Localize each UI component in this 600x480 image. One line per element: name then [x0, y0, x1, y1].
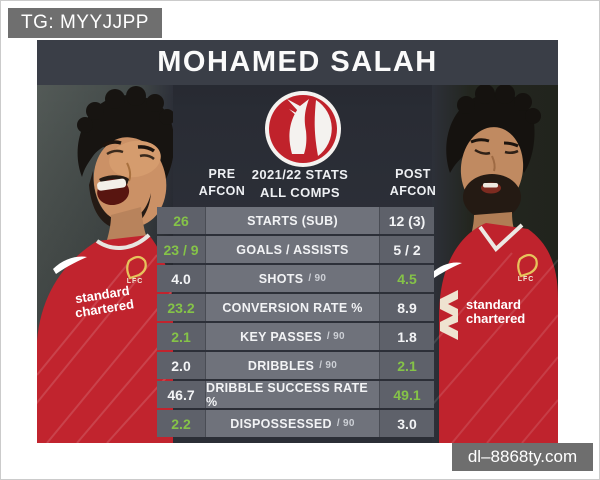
svg-text:LFC: LFC — [518, 276, 535, 283]
pre-value: 2.1 — [157, 323, 205, 350]
post-value: 12 (3) — [380, 207, 434, 234]
closed-eyes — [106, 149, 155, 160]
standard-chartered-mark-icon — [440, 290, 458, 340]
collar — [95, 233, 151, 250]
column-header-season: 2021/22 STATS ALL COMPS — [251, 167, 349, 200]
table-row: 2.2 DISPOSSESSED/ 90 3.0 — [157, 410, 434, 437]
pre-value: 23.2 — [157, 294, 205, 321]
salah-stats-infographic: MOHAMED SALAH — [37, 40, 558, 443]
page-title: MOHAMED SALAH — [37, 40, 558, 85]
liver-bird-badge-icon — [265, 91, 341, 167]
nike-swoosh-icon — [432, 262, 462, 278]
pre-value: 4.0 — [157, 265, 205, 292]
post-value: 5 / 2 — [380, 236, 434, 263]
post-value: 49.1 — [380, 381, 434, 408]
column-header-post-afcon: POST AFCON — [389, 167, 437, 198]
collar-v — [478, 223, 524, 252]
table-row: 2.0 DRIBBLES/ 90 2.1 — [157, 352, 434, 379]
table-row: 23 / 9 GOALS / ASSISTS 5 / 2 — [157, 236, 434, 263]
stat-label: CONVERSION RATE % — [205, 294, 380, 321]
post-value: 2.1 — [380, 352, 434, 379]
salah-dejected-photo: LFC standard chartered — [432, 85, 558, 443]
pre-value: 26 — [157, 207, 205, 234]
table-row: 2.1 KEY PASSES/ 90 1.8 — [157, 323, 434, 350]
eyebrows — [470, 138, 519, 148]
pre-value: 46.7 — [157, 381, 205, 408]
svg-text:chartered: chartered — [466, 311, 525, 326]
post-value: 1.8 — [380, 323, 434, 350]
lfc-crest-icon: LFC — [126, 255, 147, 285]
table-row: 23.2 CONVERSION RATE % 8.9 — [157, 294, 434, 321]
stat-label: DISPOSSESSED/ 90 — [205, 410, 380, 437]
stat-label: GOALS / ASSISTS — [205, 236, 380, 263]
pre-value: 23 / 9 — [157, 236, 205, 263]
svg-text:LFC: LFC — [127, 278, 144, 285]
post-value: 8.9 — [380, 294, 434, 321]
nose — [491, 155, 496, 172]
nike-swoosh-icon — [53, 256, 87, 274]
pre-value: 2.2 — [157, 410, 205, 437]
table-row: 46.7 DRIBBLE SUCCESS RATE % 49.1 — [157, 381, 434, 409]
post-value: 3.0 — [380, 410, 434, 437]
lfc-crest-icon: LFC — [517, 253, 538, 283]
jersey-left — [37, 235, 173, 443]
stat-label: SHOTS/ 90 — [205, 265, 380, 292]
stat-label: DRIBBLES/ 90 — [205, 352, 380, 379]
table-row: 4.0 SHOTS/ 90 4.5 — [157, 265, 434, 292]
salah-celebrating-photo: LFC standard chartered — [37, 85, 173, 443]
site-watermark: dl–8868ty.com — [452, 443, 593, 471]
pre-value: 2.0 — [157, 352, 205, 379]
table-row: 26 STARTS (SUB) 12 (3) — [157, 207, 434, 234]
column-header-pre-afcon: PRE AFCON — [198, 167, 246, 198]
jersey-right — [439, 223, 558, 443]
eyebrows — [102, 140, 156, 153]
closed-eyes — [474, 148, 519, 155]
sponsor-wordmark: standard chartered — [466, 297, 525, 326]
tg-channel-badge: TG: MYYJJPP — [8, 8, 162, 38]
stat-label: KEY PASSES/ 90 — [205, 323, 380, 350]
beard — [463, 174, 521, 220]
stats-table: 26 STARTS (SUB) 12 (3) 23 / 9 GOALS / AS… — [157, 207, 434, 439]
svg-text:standard: standard — [466, 297, 521, 312]
stat-label: STARTS (SUB) — [205, 207, 380, 234]
open-mouth — [97, 178, 130, 206]
nose — [126, 162, 132, 182]
post-value: 4.5 — [380, 265, 434, 292]
stat-label: DRIBBLE SUCCESS RATE % — [205, 381, 380, 409]
hair — [77, 86, 173, 179]
